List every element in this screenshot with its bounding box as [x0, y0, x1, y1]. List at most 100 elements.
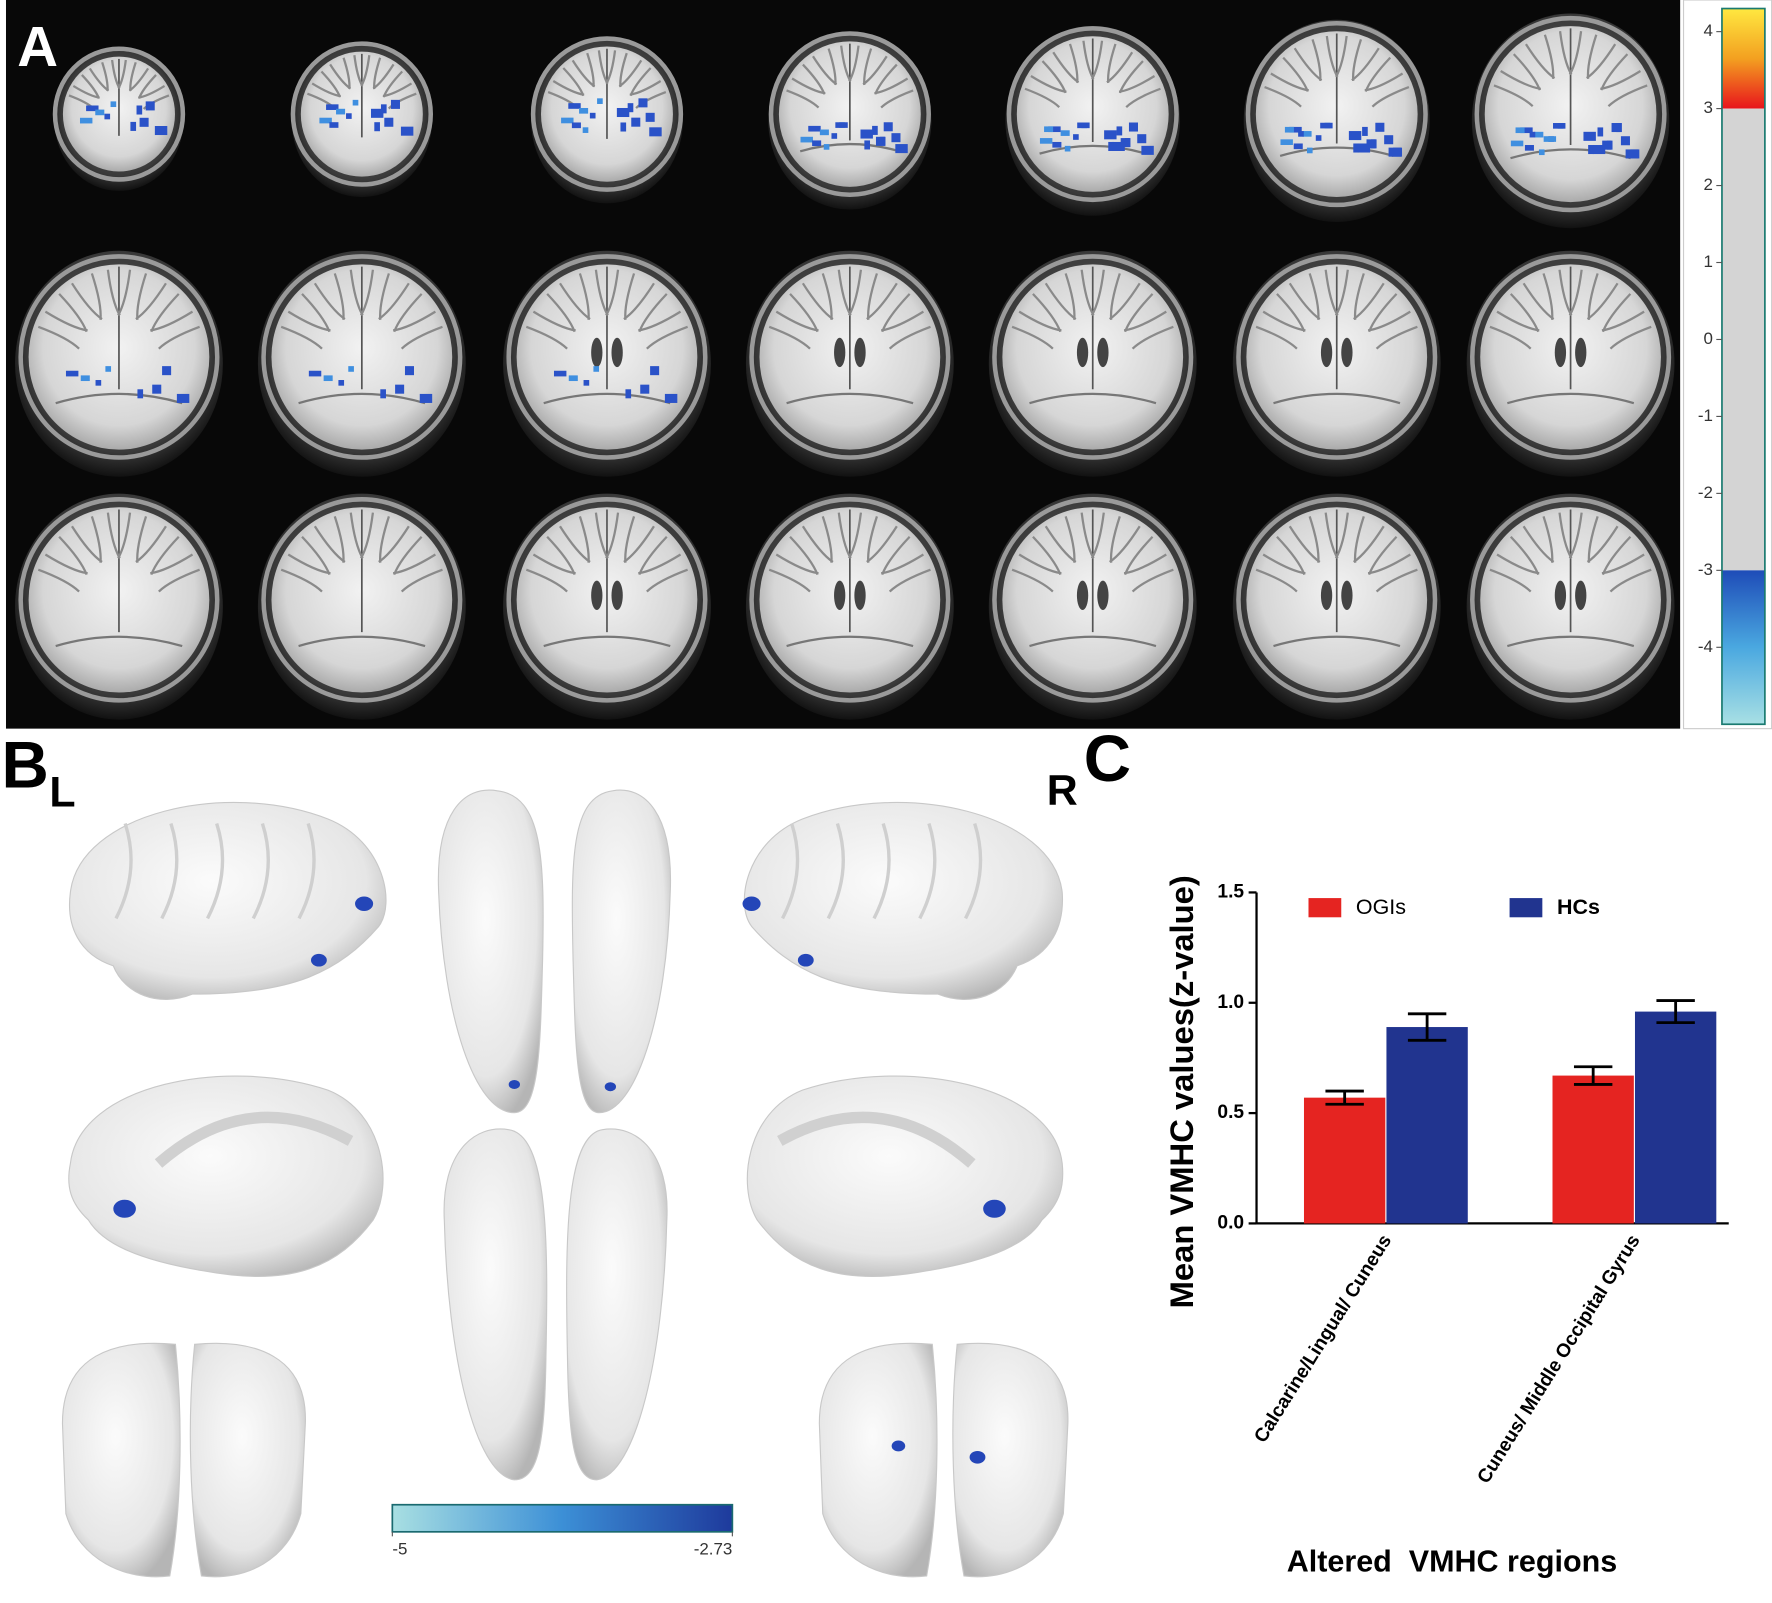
legend-label: OGIs	[1356, 895, 1406, 919]
sulcus	[789, 293, 819, 333]
skull	[749, 254, 951, 460]
sulcus	[1109, 273, 1121, 320]
ventricle	[1575, 580, 1587, 611]
sulcus	[1371, 86, 1410, 108]
activation-cluster	[1520, 127, 1533, 134]
activation-cluster	[370, 108, 384, 118]
sulcus	[58, 293, 88, 333]
sulcus	[1090, 512, 1105, 559]
sulcus	[90, 273, 102, 320]
activation-cluster	[1073, 134, 1079, 140]
sulcus	[129, 61, 137, 92]
ventricle	[1076, 580, 1089, 611]
activation-cluster	[1306, 147, 1313, 154]
activation-cluster	[1060, 130, 1070, 136]
skull	[261, 497, 463, 703]
sulcus	[1124, 535, 1154, 576]
activation-cluster	[1592, 145, 1606, 155]
ventricle	[1076, 337, 1089, 368]
panel-label: C	[1084, 722, 1131, 795]
activation-cluster	[808, 125, 821, 132]
activation-cluster	[1052, 141, 1062, 148]
activation-cluster	[176, 393, 190, 403]
sulcus	[1282, 56, 1309, 92]
sulcus	[1090, 269, 1105, 316]
sulcus	[1609, 568, 1652, 593]
activation-cluster	[638, 98, 648, 108]
sulcus	[1587, 273, 1599, 320]
skull	[1236, 497, 1438, 703]
colorbar-tick-label: -5	[392, 1539, 407, 1558]
ventricle	[854, 580, 866, 611]
cerebellum	[786, 635, 914, 648]
cerebellum	[1507, 635, 1635, 648]
activation-cluster	[329, 122, 339, 128]
activation-cluster	[80, 375, 90, 382]
sulcus	[1024, 87, 1061, 108]
activation-cluster	[336, 108, 346, 115]
sulcus	[789, 535, 819, 576]
activation-cluster	[65, 370, 79, 377]
hemisphere	[746, 1075, 1064, 1278]
activation-cluster	[384, 117, 394, 127]
gyrus-line	[826, 823, 845, 920]
activation-cluster	[1384, 135, 1394, 145]
sulcus	[1131, 325, 1174, 350]
sulcus	[58, 535, 88, 576]
sulcus	[848, 269, 863, 316]
activation-cluster	[571, 122, 581, 129]
cerebellum	[799, 142, 900, 153]
activation-cluster	[645, 112, 655, 122]
activation-cluster	[568, 103, 581, 109]
sulcus	[1032, 293, 1062, 333]
sulcus	[1509, 293, 1540, 333]
error-bar	[1573, 1065, 1613, 1086]
sulcus	[827, 48, 837, 86]
colorbar-neutral	[1721, 108, 1765, 571]
skull	[18, 497, 220, 703]
sulcus	[1131, 568, 1174, 593]
cerebellum	[543, 635, 671, 648]
sulcus	[333, 515, 345, 563]
sulcus	[37, 325, 80, 350]
activation-cluster	[95, 109, 105, 116]
activation-cluster	[105, 366, 112, 372]
activation-cluster	[1515, 127, 1525, 134]
sulcus	[848, 512, 863, 559]
activation-cluster	[1048, 126, 1061, 133]
ventricle	[1320, 337, 1333, 368]
sulcus	[802, 63, 826, 95]
sulcus	[546, 293, 576, 333]
sulcus	[605, 269, 620, 316]
sulcus	[373, 57, 382, 90]
activation-cluster	[1298, 131, 1304, 137]
sulcus	[1011, 325, 1054, 350]
activation-cluster	[104, 113, 111, 120]
activation-cluster	[1280, 139, 1293, 145]
sulcus	[880, 89, 914, 109]
activation-cluster	[326, 104, 339, 110]
sulcus	[333, 273, 345, 320]
gyrus-line	[114, 823, 133, 920]
activation-cluster	[1524, 145, 1534, 151]
activation-cluster	[1116, 126, 1123, 136]
ventricle	[1320, 580, 1333, 611]
activation-cluster	[561, 117, 574, 124]
sulcus	[360, 55, 371, 87]
hemisphere	[571, 789, 672, 1114]
colorbar-negative	[1721, 570, 1765, 725]
activation-cluster	[139, 117, 149, 127]
sulcus	[136, 273, 148, 320]
gyrus-line	[251, 823, 270, 920]
activation-cluster	[348, 366, 354, 372]
sulcus	[137, 74, 157, 99]
cerebellum	[1510, 148, 1631, 160]
sulcus	[1091, 40, 1104, 80]
activation-cluster	[640, 384, 650, 394]
activation-cluster	[400, 126, 414, 136]
ventricle	[1097, 580, 1109, 611]
sulcus	[1011, 568, 1054, 593]
activation-cluster	[819, 129, 829, 136]
sulcus	[150, 535, 180, 576]
